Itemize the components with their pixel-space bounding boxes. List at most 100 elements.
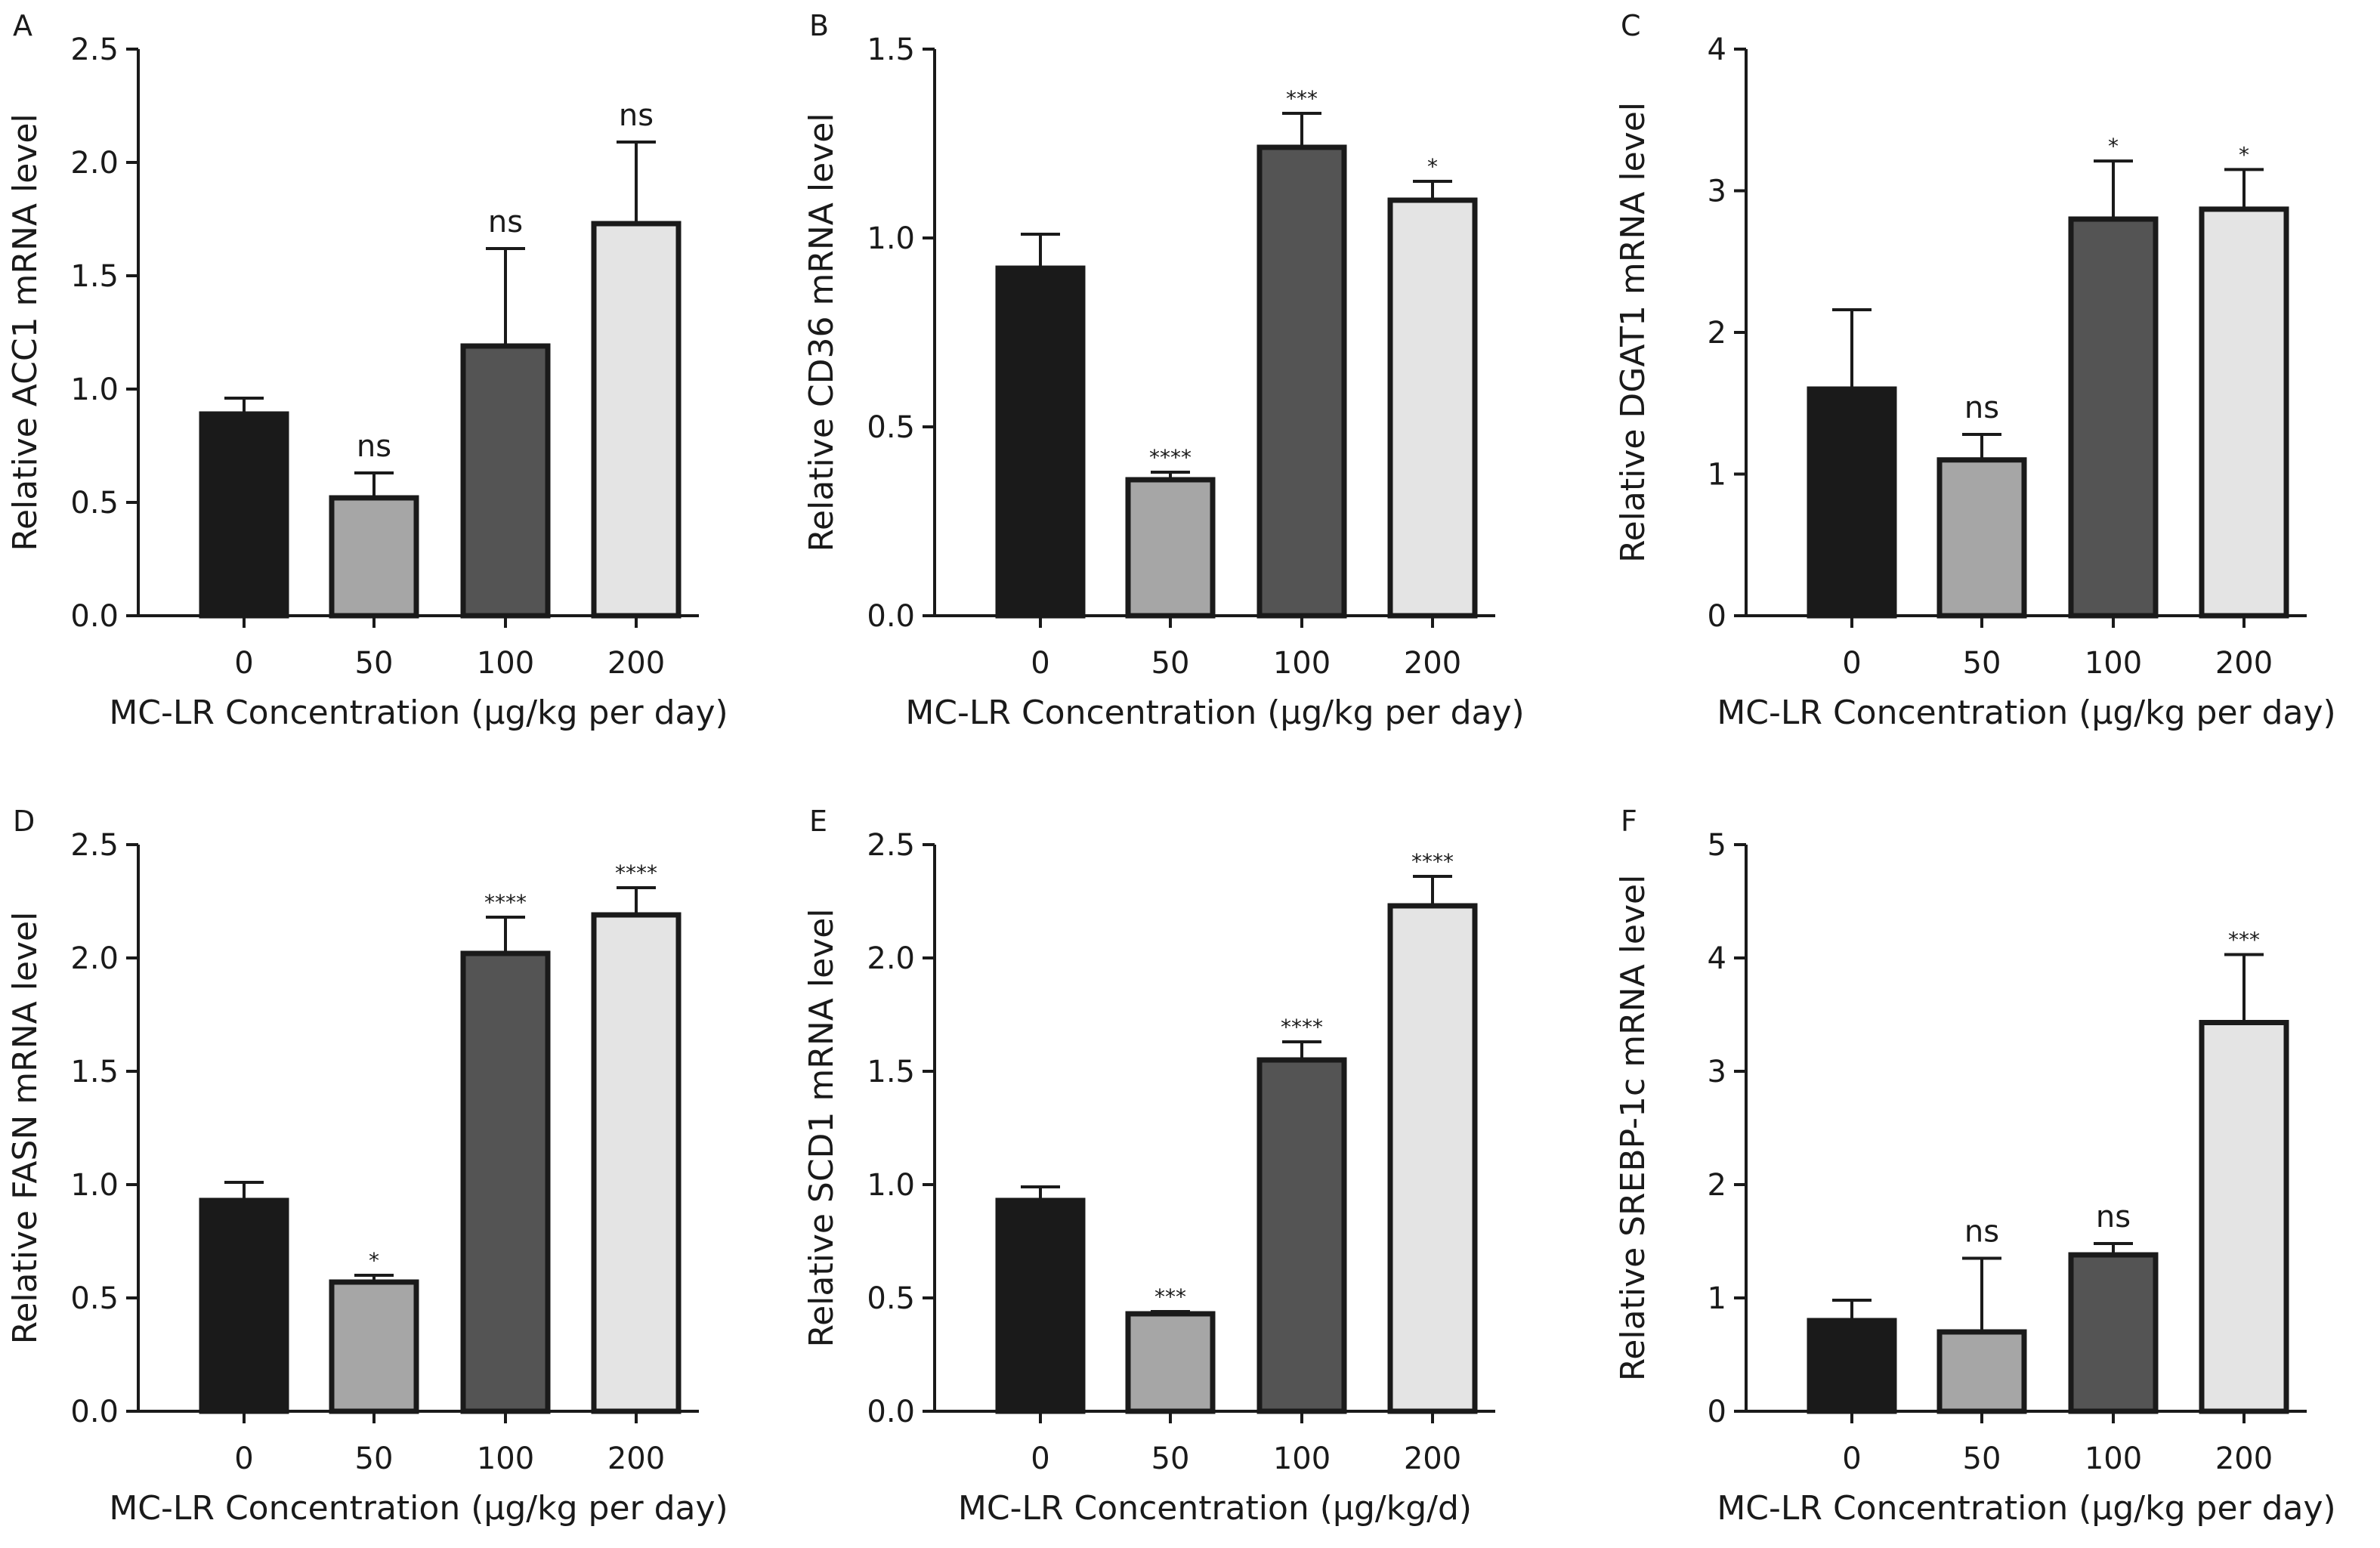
y-tick-label: 4 xyxy=(1708,32,1726,67)
x-axis-title: MC-LR Concentration (µg/kg per day) xyxy=(905,694,1524,732)
y-tick-label: 2 xyxy=(1708,1168,1726,1203)
bar-100 xyxy=(2068,1252,2159,1414)
bar-50 xyxy=(1936,1329,2027,1414)
bar-0 xyxy=(199,411,289,619)
x-tick-label: 200 xyxy=(1404,646,1461,681)
x-tick-label: 50 xyxy=(1151,1441,1190,1476)
x-tick-label: 50 xyxy=(1963,646,2001,681)
significance-label: *** xyxy=(1286,86,1318,111)
x-axis-title: MC-LR Concentration (µg/kg per day) xyxy=(1717,694,2335,732)
significance-label: ns xyxy=(488,205,523,239)
y-tick-label: 0.5 xyxy=(70,486,119,521)
bar-0 xyxy=(995,265,1086,619)
y-tick-label: 2.5 xyxy=(867,828,915,863)
panel-d: D 0.0 0.5 1.0 1.5 2.0 2.5 0 50 * 100 **** 200 **** MC-… xyxy=(6,805,728,1528)
bar-100 xyxy=(1256,1057,1347,1414)
bar-100 xyxy=(460,950,551,1414)
significance-label: ns xyxy=(1964,391,1999,425)
x-tick-label: 0 xyxy=(1031,1441,1049,1476)
y-tick-label: 0.0 xyxy=(867,599,915,634)
panel-a: A 0.0 0.5 1.0 1.5 2.0 2.5 0 50 ns 100 ns 200 ns MC-LR … xyxy=(6,9,728,732)
y-tick-label: 1.0 xyxy=(70,1168,119,1203)
x-tick-label: 100 xyxy=(2085,1441,2142,1476)
significance-label: **** xyxy=(1149,445,1192,470)
y-tick-label: 2.5 xyxy=(70,32,119,67)
significance-label: * xyxy=(2239,142,2249,167)
panel-label: B xyxy=(809,9,829,42)
x-tick-label: 100 xyxy=(2085,646,2142,681)
x-tick-label: 0 xyxy=(1842,646,1861,681)
bar-200 xyxy=(2199,1020,2289,1414)
x-tick-label: 200 xyxy=(607,1441,665,1476)
panel-label: E xyxy=(809,805,827,838)
y-axis-title: Relative ACC1 mRNA level xyxy=(6,113,45,551)
panel-c: C 0 1 2 3 4 0 50 ns 100 * 200 * MC-LR Concentration (… xyxy=(1614,9,2336,732)
significance-label: * xyxy=(369,1248,379,1273)
y-tick-label: 0.0 xyxy=(867,1395,915,1429)
y-tick-label: 3 xyxy=(1708,1055,1726,1089)
x-tick-label: 100 xyxy=(477,1441,534,1476)
bar-200 xyxy=(591,221,682,619)
bar-200 xyxy=(2199,206,2289,619)
x-tick-label: 0 xyxy=(1031,646,1049,681)
significance-label: * xyxy=(1427,154,1438,179)
y-axis-title: Relative SREBP-1c mRNA level xyxy=(1614,875,1652,1382)
x-axis-title: MC-LR Concentration (µg/kg per day) xyxy=(109,694,728,732)
bar-50 xyxy=(1125,477,1216,619)
y-tick-label: 0.0 xyxy=(70,1395,119,1429)
bar-200 xyxy=(591,912,682,1414)
bar-50 xyxy=(1125,1311,1216,1414)
y-tick-label: 3 xyxy=(1708,175,1726,209)
x-axis-title: MC-LR Concentration (µg/kg per day) xyxy=(109,1489,728,1528)
bar-0 xyxy=(1807,386,1897,619)
y-axis-title: Relative SCD1 mRNA level xyxy=(802,908,841,1347)
significance-label: *** xyxy=(1154,1284,1186,1309)
bar-100 xyxy=(460,343,551,619)
significance-label: **** xyxy=(484,890,527,915)
y-tick-label: 1 xyxy=(1708,458,1726,493)
panel-label: F xyxy=(1621,805,1637,838)
y-tick-label: 1.5 xyxy=(867,32,915,67)
y-tick-label: 0 xyxy=(1708,599,1726,634)
x-tick-label: 200 xyxy=(2215,646,2273,681)
x-tick-label: 50 xyxy=(1151,646,1190,681)
bar-200 xyxy=(1387,903,1478,1414)
y-tick-label: 1.5 xyxy=(70,259,119,294)
y-tick-label: 2.0 xyxy=(70,146,119,181)
y-tick-label: 1.0 xyxy=(867,1168,915,1203)
y-axis-title: Relative FASN mRNA level xyxy=(6,912,45,1345)
significance-label: **** xyxy=(615,861,657,885)
y-tick-label: 4 xyxy=(1708,941,1726,976)
x-tick-label: 50 xyxy=(1963,1441,2001,1476)
x-tick-label: 50 xyxy=(355,646,394,681)
x-tick-label: 100 xyxy=(477,646,534,681)
y-tick-label: 1.0 xyxy=(70,372,119,407)
y-tick-label: 1 xyxy=(1708,1281,1726,1316)
significance-label: **** xyxy=(1411,849,1454,874)
significance-label: ns xyxy=(357,429,391,464)
y-tick-label: 2 xyxy=(1708,316,1726,351)
y-tick-label: 0.5 xyxy=(867,1281,915,1316)
bar-50 xyxy=(329,495,419,619)
significance-label: **** xyxy=(1281,1015,1323,1040)
y-tick-label: 1.5 xyxy=(70,1055,119,1089)
y-tick-label: 2.0 xyxy=(70,941,119,976)
y-tick-label: 0.5 xyxy=(70,1281,119,1316)
x-axis-title: MC-LR Concentration (µg/kg/d) xyxy=(958,1489,1472,1528)
significance-label: ns xyxy=(2096,1200,2131,1234)
bar-0 xyxy=(199,1197,289,1414)
x-tick-label: 0 xyxy=(234,1441,253,1476)
bar-100 xyxy=(1256,144,1347,619)
panel-label: C xyxy=(1621,9,1641,42)
x-axis-title: MC-LR Concentration (µg/kg per day) xyxy=(1717,1489,2335,1528)
x-tick-label: 200 xyxy=(607,646,665,681)
significance-label: ns xyxy=(1964,1215,1999,1250)
y-tick-label: 1.0 xyxy=(867,221,915,256)
x-tick-label: 0 xyxy=(1842,1441,1861,1476)
bar-50 xyxy=(329,1279,419,1414)
panel-e: E 0.0 0.5 1.0 1.5 2.0 2.5 0 50 *** 100 **** 200 **** M… xyxy=(802,805,1495,1528)
x-tick-label: 200 xyxy=(2215,1441,2273,1476)
bar-0 xyxy=(995,1197,1086,1414)
y-tick-label: 2.5 xyxy=(70,828,119,863)
